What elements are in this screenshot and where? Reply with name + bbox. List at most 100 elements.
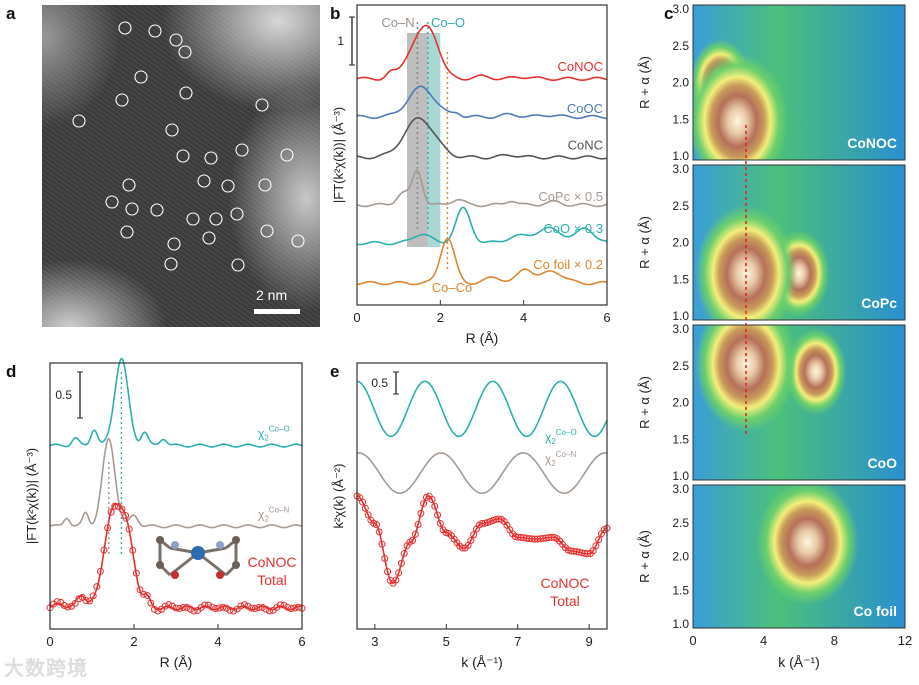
data-marker xyxy=(93,583,101,591)
data-marker xyxy=(100,546,108,554)
series-label: CoNC xyxy=(568,137,603,152)
series-line xyxy=(356,24,608,81)
map-label: CoPc xyxy=(861,295,897,311)
y-axis-label: |FT(k²χ(k))| (Å⁻³) xyxy=(331,107,346,203)
data-marker xyxy=(378,540,386,548)
x-axis-label: R (Å) xyxy=(160,654,193,670)
data-marker xyxy=(287,605,295,613)
data-marker xyxy=(118,505,126,513)
bond-label-co-co: Co–Co xyxy=(432,280,472,295)
data-marker xyxy=(400,549,408,557)
data-marker xyxy=(409,536,417,544)
superscript: Co–O xyxy=(269,425,290,434)
atom-circle xyxy=(134,70,148,84)
atom-circle xyxy=(230,207,244,221)
scale-bar-label: 2 nm xyxy=(256,287,288,303)
data-marker xyxy=(183,603,191,611)
y-tick-label: 2.5 xyxy=(672,39,689,53)
x-tick-label: 2 xyxy=(130,634,137,649)
series-label: CoPc × 0.5 xyxy=(538,189,603,204)
data-marker xyxy=(258,603,266,611)
data-marker xyxy=(361,504,369,512)
data-marker xyxy=(434,511,442,519)
annotation: CoNOC xyxy=(247,554,296,570)
data-marker xyxy=(208,603,216,611)
data-marker xyxy=(495,515,503,523)
y-tick-label: 1.5 xyxy=(672,432,689,446)
data-marker xyxy=(381,555,389,563)
data-marker xyxy=(230,607,238,615)
data-marker xyxy=(201,601,209,609)
atom-circle xyxy=(258,178,272,192)
y-tick-label: 2.0 xyxy=(672,396,689,410)
y-tick-label: 2.0 xyxy=(672,550,689,564)
y-tick-label: 1.5 xyxy=(672,112,689,126)
y-axis-label: R + α (Å) xyxy=(637,530,652,583)
plot-frame xyxy=(692,324,906,481)
data-marker xyxy=(129,546,137,554)
data-marker xyxy=(266,607,274,615)
x-tick-label: 0 xyxy=(689,633,696,648)
atom-circle xyxy=(125,202,139,216)
series-line xyxy=(356,237,608,286)
y-tick-label: 2.0 xyxy=(672,76,689,90)
atom xyxy=(171,571,179,579)
x-tick-label: 6 xyxy=(298,634,305,649)
series-line xyxy=(356,117,608,160)
atom xyxy=(216,571,224,579)
series-line xyxy=(356,85,607,120)
plot-frame xyxy=(49,362,303,630)
x-axis-label: k (Å⁻¹) xyxy=(461,654,503,670)
wavelet-map-1 xyxy=(693,165,905,320)
wavelet-map-3 xyxy=(693,485,905,628)
y-tick-label: 1.0 xyxy=(672,617,689,631)
data-marker xyxy=(592,542,600,550)
data-marker xyxy=(359,498,367,506)
atom-circle xyxy=(118,21,132,35)
data-marker xyxy=(186,605,194,613)
atom-circle xyxy=(167,237,181,251)
shaded-region xyxy=(407,33,428,247)
data-marker xyxy=(262,605,270,613)
data-marker xyxy=(273,603,281,611)
x-tick-label: 4 xyxy=(760,633,767,648)
series-line xyxy=(49,357,303,448)
data-marker xyxy=(226,606,234,614)
data-marker xyxy=(428,496,436,504)
atom-circle xyxy=(202,231,216,245)
data-marker xyxy=(215,604,223,612)
atom-circle xyxy=(231,258,245,272)
data-marker xyxy=(147,599,155,607)
series-label: CoOC xyxy=(567,101,603,116)
y-tick-label: 1.0 xyxy=(672,469,689,483)
plot-frame xyxy=(692,164,906,321)
panel-label-d: d xyxy=(6,362,17,381)
scale-bar-label: 1 xyxy=(337,34,344,48)
y-tick-label: 2.5 xyxy=(672,516,689,530)
atom xyxy=(156,561,164,569)
scale-bar-label: 0.5 xyxy=(55,388,72,402)
data-marker xyxy=(122,512,130,520)
atom xyxy=(232,536,240,544)
subscript: 2 xyxy=(551,437,556,446)
data-marker xyxy=(372,521,380,529)
plot-frame xyxy=(356,362,608,630)
data-marker xyxy=(219,603,227,611)
series-label: Co foil × 0.2 xyxy=(533,257,603,272)
subscript: 2 xyxy=(264,514,269,523)
atom-circle xyxy=(178,45,192,59)
x-tick-label: 4 xyxy=(520,310,527,325)
y-tick-label: 1.5 xyxy=(672,272,689,286)
series-label: χ2Co–N xyxy=(258,505,289,523)
atom xyxy=(216,541,224,549)
series-label: χ2Co–O xyxy=(258,425,290,443)
y-axis-label: R + α (Å) xyxy=(637,376,652,429)
data-marker xyxy=(244,602,252,610)
y-tick-label: 2.5 xyxy=(672,199,689,213)
y-tick-label: 3.0 xyxy=(672,162,689,176)
atom-circle xyxy=(204,151,218,165)
y-tick-label: 2.5 xyxy=(672,359,689,373)
plot-frame xyxy=(692,484,906,629)
x-tick-label: 0 xyxy=(353,310,360,325)
data-marker xyxy=(136,586,144,594)
